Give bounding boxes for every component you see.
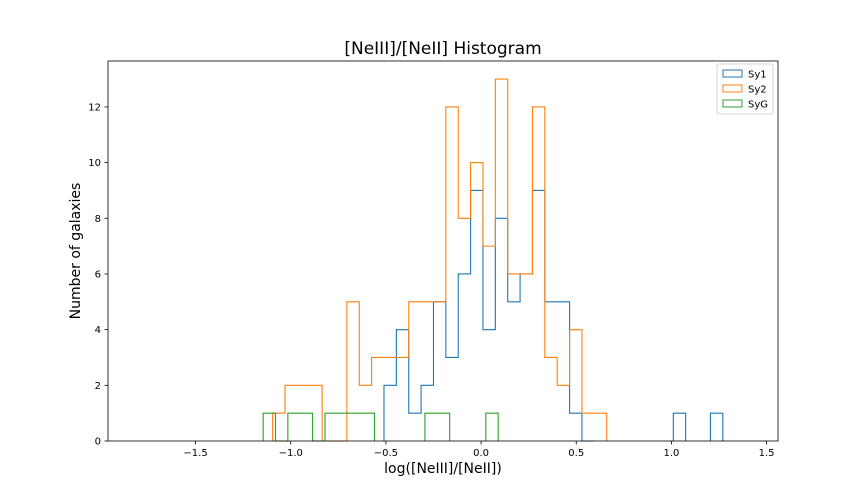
x-tick-label: 0.5: [568, 448, 584, 459]
y-tick-label: 10: [88, 158, 101, 169]
y-tick-label: 4: [95, 325, 101, 336]
plot-frame: [107, 60, 779, 442]
x-axis-label: log([NeIII]/[NeII]): [384, 461, 502, 477]
legend-swatch-sy2: [722, 84, 743, 93]
y-tick-label: 12: [88, 102, 101, 113]
x-tick-label: −0.5: [374, 448, 398, 459]
series-sy1-step-0: [383, 189, 595, 442]
legend-label-sy2: Sy2: [748, 85, 767, 96]
y-tick-label: 6: [95, 269, 101, 280]
series-syg-step-2: [485, 412, 499, 441]
legend-label-sy1: Sy1: [748, 70, 767, 81]
x-tick-label: 1.5: [759, 448, 775, 459]
y-axis: 0 2 4 6 8 10 12: [88, 102, 108, 448]
x-tick-label: 1.0: [663, 448, 679, 459]
x-tick-label: −1.5: [183, 448, 207, 459]
series-sy1-step-2: [709, 412, 724, 441]
y-tick-label: 2: [95, 381, 101, 392]
x-tick-label: 0.0: [473, 448, 489, 459]
legend: Sy1 Sy2 SyG: [716, 63, 774, 115]
legend-swatch-sy1: [722, 69, 743, 78]
x-axis: −1.5 −1.0 −0.5 0.0 0.5 1.0 1.5: [183, 441, 775, 459]
y-tick-label: 8: [95, 214, 101, 225]
series-sy1-step-1: [672, 412, 687, 441]
legend-label-syg: SyG: [748, 100, 768, 111]
chart-title: [NeIII]/[NeII] Histogram: [344, 39, 541, 59]
series-syg-step-0: [262, 412, 376, 442]
legend-swatch-syg: [722, 99, 743, 108]
x-tick-label: −1.0: [279, 448, 303, 459]
y-tick-label: 0: [95, 437, 101, 448]
y-axis-label: Number of galaxies: [68, 183, 84, 320]
series-syg-step-1: [424, 412, 451, 441]
